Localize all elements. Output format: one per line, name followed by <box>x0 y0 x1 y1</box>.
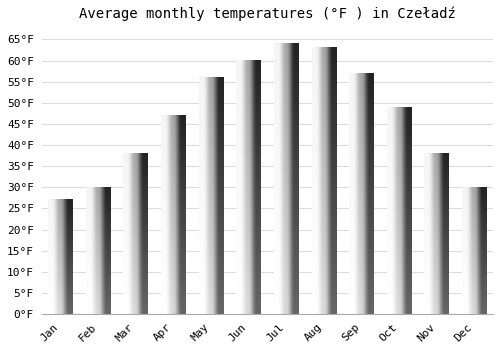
Title: Average monthly temperatures (°F ) in Czeładź: Average monthly temperatures (°F ) in Cz… <box>79 7 456 21</box>
